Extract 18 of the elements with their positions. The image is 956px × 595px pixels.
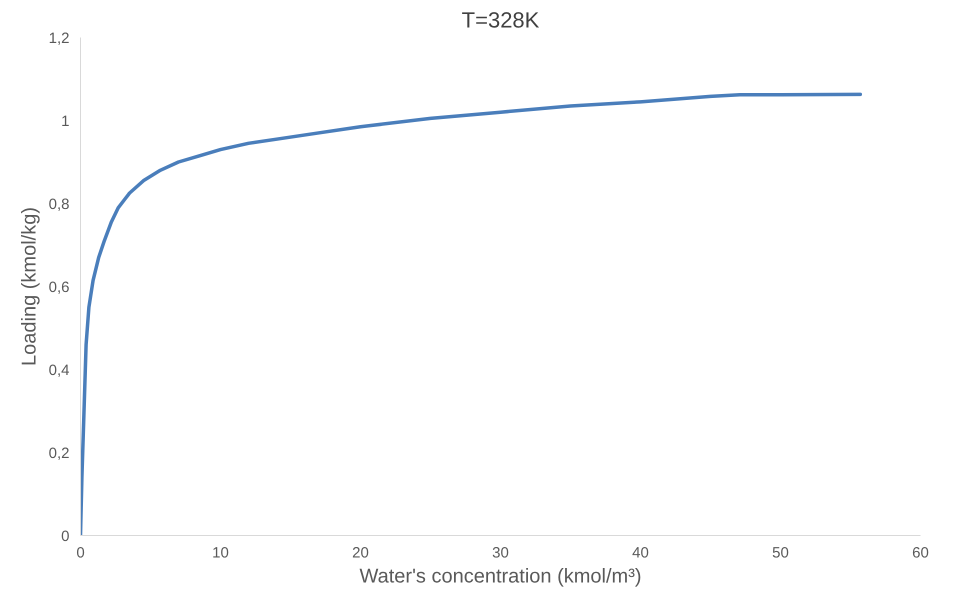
x-tick-label: 50 xyxy=(772,544,789,562)
y-tick-label: 1,2 xyxy=(48,30,70,47)
x-axis-title: Water's concentration (kmol/m³) xyxy=(359,566,642,588)
y-tick-label: 0,6 xyxy=(48,279,70,296)
x-tick-label: 20 xyxy=(352,544,369,562)
line-series xyxy=(80,92,862,536)
y-tick-label: 0,4 xyxy=(48,362,70,379)
x-tick-label: 60 xyxy=(912,544,929,562)
x-tick-label: 10 xyxy=(212,544,229,562)
x-tick-label: 30 xyxy=(492,544,509,562)
chart-title: T=328K xyxy=(462,8,540,32)
y-axis-title: Loading (kmol/kg) xyxy=(18,207,41,366)
y-tick-label: 0 xyxy=(61,528,70,545)
y-tick-label: 1 xyxy=(61,113,70,130)
x-tick-label: 40 xyxy=(632,544,649,562)
x-tick-label: 0 xyxy=(76,544,85,562)
y-tick-label: 0,2 xyxy=(48,445,70,462)
y-tick-label: 0,8 xyxy=(48,196,70,213)
